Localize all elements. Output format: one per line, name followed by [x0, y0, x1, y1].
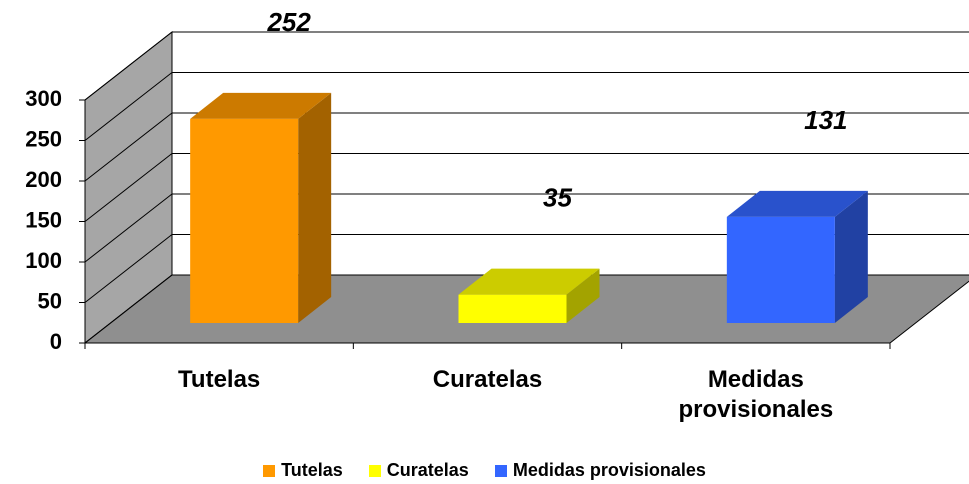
legend-label: Medidas provisionales [512, 460, 706, 480]
legend-label: Tutelas [281, 460, 343, 480]
grid-line [84, 153, 173, 222]
bar-side [566, 268, 600, 323]
x-tick-label: Curatelas [432, 366, 543, 393]
grid-line [84, 274, 173, 344]
x-tick-label: Medidas provisionales [678, 366, 834, 423]
bar-top [458, 268, 600, 295]
legend-item: Medidas provisionales [494, 460, 706, 481]
legend-label: Curatelas [386, 460, 469, 480]
legend-swatch [368, 464, 381, 477]
grid-line [84, 234, 173, 303]
y-tick-label: 300 [25, 86, 62, 111]
bar [458, 294, 567, 323]
bar-top [726, 190, 868, 217]
data-label: 35 [543, 183, 572, 213]
legend-swatch [263, 464, 276, 477]
grid-line [84, 31, 173, 101]
x-tick-label: Tutelas [178, 366, 261, 393]
legend-item: Curatelas [368, 460, 469, 481]
bar-side [298, 92, 332, 323]
legend-item: Tutelas [263, 460, 343, 481]
grid-line [84, 193, 173, 263]
y-tick-label: 100 [25, 248, 62, 273]
data-label: 252 [266, 7, 311, 37]
legend: Tutelas Curatelas Medidas provisionales [0, 460, 969, 481]
y-tick-label: 150 [25, 207, 62, 232]
y-tick-label: 200 [25, 167, 62, 192]
y-tick-label: 50 [38, 288, 62, 313]
y-tick-label: 0 [50, 329, 62, 354]
y-tick-label: 250 [25, 126, 62, 151]
bar [726, 216, 835, 323]
bar-side [834, 190, 868, 323]
grid-line [84, 72, 173, 141]
bar [190, 118, 299, 323]
legend-swatch [494, 464, 507, 477]
bar-top [190, 92, 332, 119]
data-label: 131 [804, 105, 847, 135]
grid-line [84, 112, 173, 182]
